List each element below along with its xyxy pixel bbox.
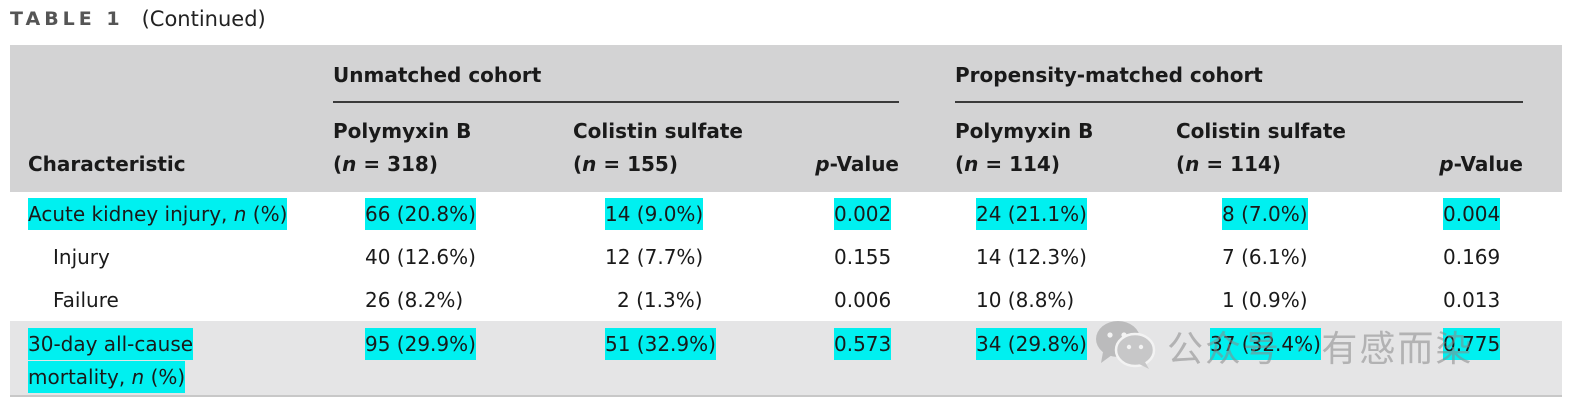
cell-failure-unmatched-pvalue: 0.006 [834,288,892,312]
cell-aki-matched-colistin: 8 (7.0%) [1222,198,1308,230]
cell-mortality-unmatched-pvalue: 0.573 [834,328,892,360]
cell-injury-unmatched-polymyxin: 40 (12.6%) [365,245,476,269]
cell-mortality-matched-pvalue: 0.775 [1443,328,1501,360]
cell-aki-unmatched-pvalue: 0.002 [834,198,892,230]
row-label-mortality-line1: 30-day all-cause [28,328,194,360]
cell-injury-matched-polymyxin: 14 (12.3%) [976,245,1087,269]
row-label-aki: Acute kidney injury, n (%) [28,198,288,230]
unmatched-group-rule [333,101,899,103]
table-continued: (Continued) [141,7,266,31]
header-unmatched-polymyxin-n: (n = 318) [333,152,438,176]
cell-injury-matched-colistin: 7 (6.1%) [1222,245,1308,269]
matched-group-rule [955,101,1523,103]
cell-injury-matched-pvalue: 0.169 [1443,245,1501,269]
header-unmatched-colistin: Colistin sulfate [573,119,743,143]
header-unmatched-colistin-n: (n = 155) [573,152,678,176]
cell-aki-unmatched-colistin: 14 (9.0%) [605,198,704,230]
header-characteristic: Characteristic [28,152,186,176]
cell-aki-matched-pvalue: 0.004 [1443,198,1501,230]
cell-aki-unmatched-polymyxin: 66 (20.8%) [365,198,476,230]
header-matched-colistin: Colistin sulfate [1176,119,1346,143]
header-unmatched-pvalue: p-Value [815,152,899,176]
row-label-mortality-line2: mortality, n (%) [28,361,186,393]
header-matched-pvalue: p-Value [1439,152,1523,176]
wechat-icon [1093,318,1157,374]
cell-failure-matched-polymyxin: 10 (8.8%) [976,288,1075,312]
cell-failure-unmatched-colistin: 2 (1.3%) [617,288,703,312]
table-bottom-rule [10,395,1562,397]
header-unmatched-polymyxin: Polymyxin B [333,119,472,143]
header-matched-colistin-n: (n = 114) [1176,152,1281,176]
cell-failure-matched-colistin: 1 (0.9%) [1222,288,1308,312]
cell-failure-unmatched-polymyxin: 26 (8.2%) [365,288,464,312]
table-label: TABLE 1 [10,8,124,30]
header-matched-polymyxin: Polymyxin B [955,119,1094,143]
cell-injury-unmatched-colistin: 12 (7.7%) [605,245,704,269]
cell-mortality-unmatched-polymyxin: 95 (29.9%) [365,328,476,360]
header-unmatched-cohort: Unmatched cohort [333,63,542,87]
row-label-failure: Failure [53,288,119,312]
cell-mortality-unmatched-colistin: 51 (32.9%) [605,328,716,360]
cell-failure-matched-pvalue: 0.013 [1443,288,1501,312]
header-matched-polymyxin-n: (n = 114) [955,152,1060,176]
watermark: 公众号 · 有感而染 [1093,318,1473,374]
cell-mortality-matched-polymyxin: 34 (29.8%) [976,328,1087,360]
row-label-injury: Injury [53,245,110,269]
table-header-bg [10,45,1562,192]
cell-injury-unmatched-pvalue: 0.155 [834,245,892,269]
watermark-text: 公众号 · 有感而染 [1167,329,1474,370]
cell-aki-matched-polymyxin: 24 (21.1%) [976,198,1087,230]
cell-mortality-matched-colistin: 37 (32.4%) [1210,328,1321,360]
header-matched-cohort: Propensity-matched cohort [955,63,1263,87]
